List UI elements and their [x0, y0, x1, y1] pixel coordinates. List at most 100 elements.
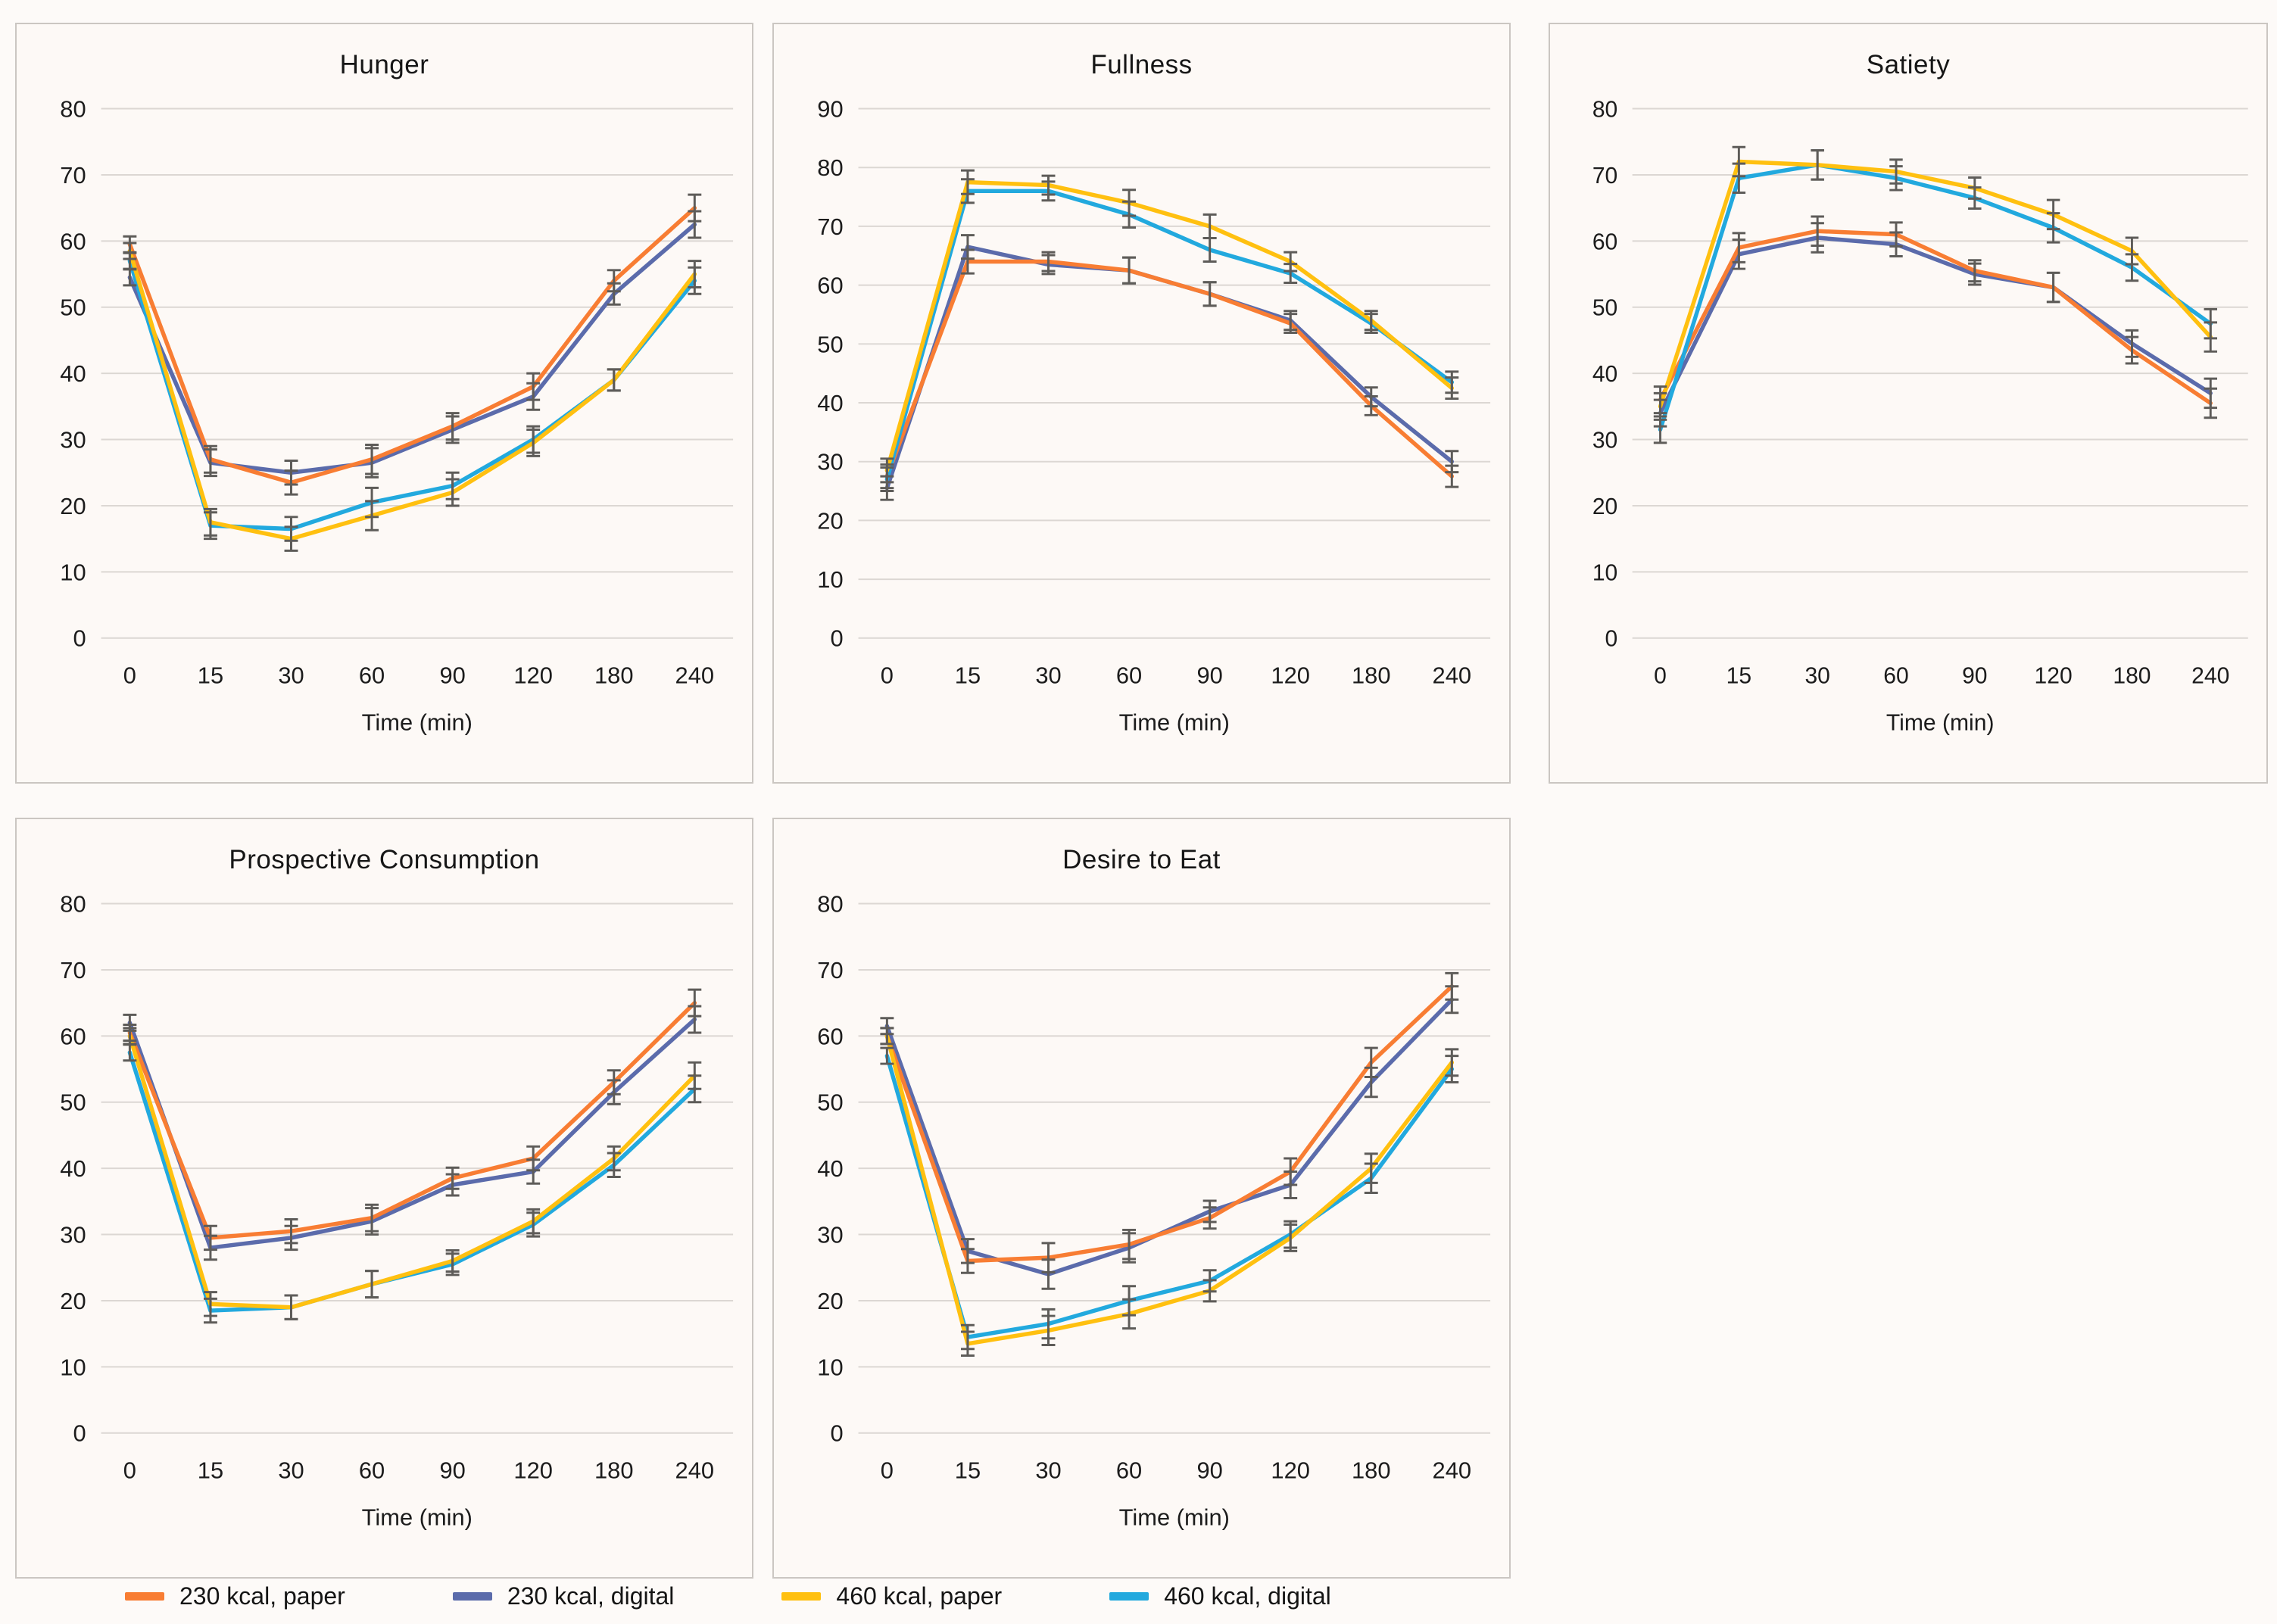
chart-title-prospective-consumption: Prospective Consumption	[229, 845, 540, 874]
chart-title-hunger: Hunger	[339, 50, 429, 79]
legend-swatch-230-kcal-paper	[125, 1591, 164, 1601]
svg-text:30: 30	[817, 449, 843, 475]
svg-text:Time (min): Time (min)	[1119, 709, 1230, 735]
svg-text:80: 80	[60, 96, 86, 123]
svg-text:30: 30	[1035, 1457, 1061, 1484]
svg-text:15: 15	[955, 1457, 981, 1484]
svg-text:10: 10	[60, 559, 86, 585]
svg-text:60: 60	[359, 662, 385, 689]
svg-text:120: 120	[1271, 1457, 1309, 1484]
svg-text:70: 70	[817, 214, 843, 240]
svg-text:80: 80	[60, 891, 86, 918]
svg-text:20: 20	[60, 493, 86, 519]
svg-text:30: 30	[60, 1222, 86, 1248]
svg-text:90: 90	[439, 1457, 465, 1484]
svg-text:240: 240	[675, 662, 714, 689]
svg-text:20: 20	[60, 1288, 86, 1314]
svg-text:240: 240	[2191, 662, 2229, 688]
svg-text:0: 0	[123, 1457, 136, 1484]
svg-text:30: 30	[278, 662, 304, 689]
legend-label: 230 kcal, paper	[179, 1582, 345, 1610]
svg-text:60: 60	[60, 1023, 86, 1049]
svg-text:70: 70	[60, 162, 86, 189]
svg-text:0: 0	[1654, 662, 1667, 688]
svg-text:60: 60	[359, 1457, 385, 1484]
prospective-consumption-line-plot: 0 10 20 30 40 50 60 70 80 0 15 30 60 90 120 180 240 Time …	[60, 891, 734, 1530]
legend-item: 460 kcal, paper	[781, 1582, 1002, 1610]
svg-text:20: 20	[1592, 494, 1617, 519]
svg-text:0: 0	[881, 662, 894, 689]
svg-text:40: 40	[1592, 361, 1617, 387]
svg-text:10: 10	[60, 1354, 86, 1380]
legend-label: 460 kcal, digital	[1164, 1582, 1331, 1610]
svg-text:90: 90	[817, 96, 843, 123]
svg-text:120: 120	[513, 1457, 552, 1484]
svg-text:40: 40	[817, 390, 843, 416]
legend-item: 230 kcal, paper	[125, 1582, 345, 1610]
legend-label: 460 kcal, paper	[836, 1582, 1003, 1610]
svg-text:50: 50	[60, 295, 86, 321]
desire-to-eat-line-plot: 0 10 20 30 40 50 60 70 80 0 15 30 60 90 120 180 240 Time …	[817, 891, 1491, 1530]
chart-title-desire-to-eat: Desire to Eat	[1062, 845, 1221, 874]
svg-text:40: 40	[60, 1155, 86, 1182]
svg-text:90: 90	[1196, 662, 1222, 689]
svg-text:15: 15	[198, 1457, 223, 1484]
svg-text:180: 180	[594, 1457, 633, 1484]
svg-text:80: 80	[817, 154, 843, 181]
svg-text:10: 10	[817, 566, 843, 593]
svg-text:30: 30	[1035, 662, 1061, 689]
legend-item: 460 kcal, digital	[1109, 1582, 1331, 1610]
svg-text:30: 30	[278, 1457, 304, 1484]
svg-text:30: 30	[1592, 427, 1617, 453]
svg-text:0: 0	[123, 662, 136, 689]
svg-text:180: 180	[1352, 662, 1390, 689]
svg-text:60: 60	[1592, 229, 1617, 254]
svg-text:80: 80	[1592, 96, 1617, 122]
svg-text:120: 120	[1271, 662, 1309, 689]
chart-legend: 230 kcal, paper 230 kcal, digital 460 kc…	[125, 1579, 1331, 1613]
svg-text:80: 80	[817, 891, 843, 918]
svg-text:60: 60	[1116, 1457, 1142, 1484]
svg-text:10: 10	[817, 1354, 843, 1380]
chart-panel-hunger: Hunger 0 10 20 30 40 50 60 70 80 0 15 30 60 90 120 180 2…	[15, 23, 753, 784]
svg-text:20: 20	[817, 1288, 843, 1314]
svg-text:60: 60	[817, 1023, 843, 1049]
svg-text:0: 0	[1605, 625, 1618, 651]
svg-text:70: 70	[1592, 163, 1617, 189]
svg-text:60: 60	[817, 273, 843, 299]
svg-text:50: 50	[60, 1089, 86, 1116]
chart-panel-satiety: Satiety 0 10 20 30 40 50 60 70 80 0 15 30 60 90 120 180…	[1549, 23, 2268, 784]
svg-text:180: 180	[594, 662, 633, 689]
svg-text:90: 90	[439, 662, 465, 689]
svg-text:60: 60	[1116, 662, 1142, 689]
hunger-line-plot: 0 10 20 30 40 50 60 70 80 0 15 30 60 90 120 180 240 Time …	[60, 96, 734, 735]
legend-swatch-230-kcal-digital	[452, 1591, 492, 1601]
svg-text:10: 10	[1592, 560, 1617, 585]
legend-item: 230 kcal, digital	[452, 1582, 675, 1610]
svg-text:40: 40	[60, 360, 86, 387]
legend-swatch-460-kcal-paper	[781, 1591, 822, 1601]
svg-text:90: 90	[1196, 1457, 1222, 1484]
legend-label: 230 kcal, digital	[507, 1582, 675, 1610]
svg-text:240: 240	[675, 1457, 714, 1484]
svg-text:180: 180	[1352, 1457, 1390, 1484]
svg-text:70: 70	[817, 957, 843, 983]
svg-text:0: 0	[73, 1420, 86, 1447]
legend-swatch-460-kcal-digital	[1109, 1591, 1149, 1601]
svg-text:Time (min): Time (min)	[362, 1504, 473, 1530]
svg-text:15: 15	[1726, 662, 1751, 688]
svg-text:180: 180	[2113, 662, 2151, 688]
svg-text:15: 15	[955, 662, 981, 689]
svg-text:60: 60	[60, 228, 86, 254]
svg-text:Time (min): Time (min)	[1886, 709, 1995, 735]
svg-text:240: 240	[1433, 1457, 1471, 1484]
fullness-line-plot: 0 10 20 30 40 50 60 70 80 90 0 15 30 60 90 120 180 240 Tim…	[817, 96, 1491, 735]
chart-panel-fullness: Fullness 0 10 20 30 40 50 60 70 80 90 0 15 30 60 90 120…	[772, 23, 1511, 784]
svg-text:20: 20	[817, 507, 843, 534]
svg-text:50: 50	[1592, 295, 1617, 320]
chart-panel-desire-to-eat: Desire to Eat 0 10 20 30 40 50 60 70 80 0 15 30 60 90…	[772, 818, 1511, 1579]
svg-text:Time (min): Time (min)	[362, 709, 473, 735]
svg-text:0: 0	[830, 1420, 843, 1447]
svg-text:0: 0	[830, 625, 843, 652]
svg-text:60: 60	[1883, 662, 1908, 688]
